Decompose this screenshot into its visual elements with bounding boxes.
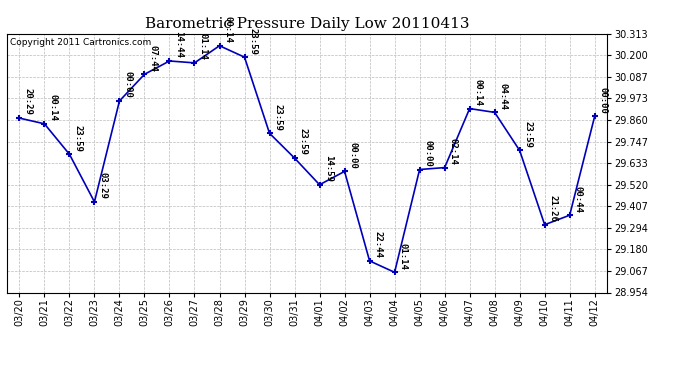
Text: 00:44: 00:44: [574, 186, 583, 212]
Text: 20:29: 20:29: [23, 88, 32, 116]
Text: 04:44: 04:44: [499, 83, 508, 110]
Text: 00:14: 00:14: [474, 79, 483, 106]
Text: 23:59: 23:59: [248, 27, 257, 54]
Text: 02:14: 02:14: [448, 138, 457, 165]
Text: 00:00: 00:00: [124, 71, 132, 98]
Text: 01:14: 01:14: [399, 243, 408, 270]
Text: 00:00: 00:00: [424, 140, 433, 167]
Text: Copyright 2011 Cartronics.com: Copyright 2011 Cartronics.com: [10, 38, 151, 46]
Text: 23:59: 23:59: [274, 104, 283, 130]
Text: 21:26: 21:26: [549, 195, 558, 222]
Text: 00:00: 00:00: [348, 142, 357, 169]
Text: 14:59: 14:59: [324, 155, 333, 182]
Text: 22:44: 22:44: [374, 231, 383, 258]
Title: Barometric Pressure Daily Low 20110413: Barometric Pressure Daily Low 20110413: [145, 17, 469, 31]
Text: 23:59: 23:59: [524, 121, 533, 148]
Text: 03:29: 03:29: [99, 172, 108, 199]
Text: 07:44: 07:44: [148, 45, 157, 72]
Text: 23:59: 23:59: [299, 128, 308, 155]
Text: 01:14: 01:14: [199, 33, 208, 60]
Text: 00:14: 00:14: [224, 16, 233, 43]
Text: 14:44: 14:44: [174, 32, 183, 58]
Text: 00:00: 00:00: [599, 87, 608, 113]
Text: 00:14: 00:14: [48, 94, 57, 121]
Text: 23:59: 23:59: [74, 124, 83, 152]
